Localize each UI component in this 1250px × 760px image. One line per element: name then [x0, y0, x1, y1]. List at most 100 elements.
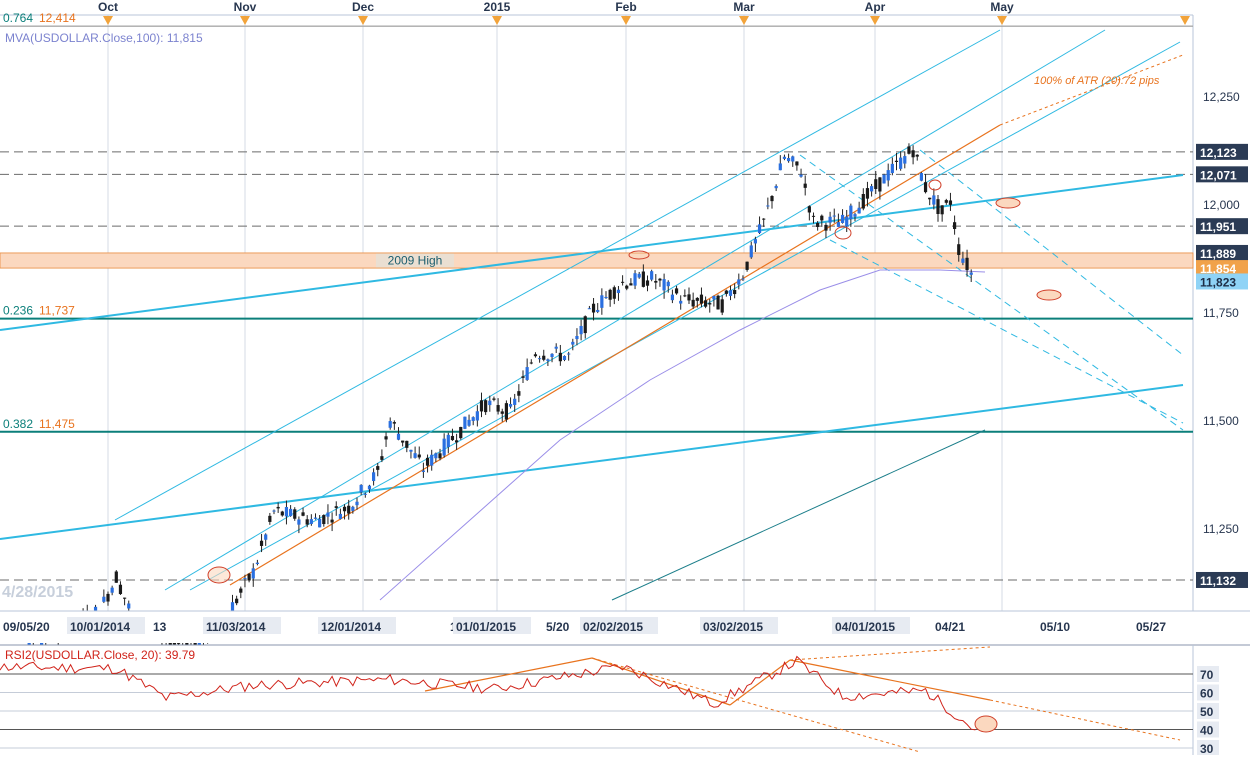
zone-2009-label-bg [376, 253, 454, 268]
candle-body [774, 185, 778, 189]
candle-body [936, 199, 940, 214]
rsi-label: RSI2(USDOLLAR.Close, 20): 39.79 [5, 648, 195, 662]
rsi-tick-bg [1197, 740, 1219, 756]
fib-ratio-label: 0.236 [3, 304, 33, 318]
candle-body [741, 278, 745, 280]
candle-body [704, 300, 708, 307]
month-label: 2015 [484, 0, 511, 14]
candle-body [579, 325, 583, 335]
candle-body [110, 587, 114, 593]
candle-body [396, 433, 401, 440]
candle-body [230, 602, 235, 613]
candle-body [861, 194, 865, 209]
candle-body [484, 400, 488, 413]
month-label: Oct [98, 0, 118, 14]
date-label-bg [318, 617, 396, 634]
candle-body [666, 281, 670, 287]
candle-body [961, 258, 965, 263]
candle-body [695, 297, 699, 301]
candle-body [525, 367, 529, 380]
rsi-tick-labels: 70 60 50 40 30 [1197, 666, 1219, 756]
candle-body [496, 405, 500, 412]
candle-body [305, 519, 309, 525]
candle-body [654, 280, 658, 283]
date-watermark: 4/28/2015 [2, 584, 73, 601]
candle-body [828, 216, 832, 223]
price-badge [1196, 571, 1248, 588]
candle-body [405, 440, 409, 448]
month-marker-icon [103, 16, 113, 25]
candle-body [687, 294, 691, 301]
candle-body [641, 271, 645, 287]
fib-ratio-label: 0.764 [3, 11, 33, 25]
month-marker-icon [997, 16, 1007, 25]
candle-body [455, 440, 459, 443]
candle-body [633, 273, 637, 286]
date-label: 04/01/2015 [835, 620, 895, 634]
candle-body [338, 513, 342, 519]
month-axis: Oct Nov Dec 2015 Feb Mar Apr May [0, 0, 1193, 25]
marker-march [834, 226, 852, 240]
candle-body [471, 417, 475, 421]
candle-body [504, 403, 508, 420]
candle-body [367, 485, 372, 490]
candle-body [890, 163, 894, 174]
candle-body [243, 578, 247, 580]
candle-body [691, 299, 695, 307]
trend-long-1 [0, 174, 1184, 331]
candle-body [944, 200, 948, 203]
candle-body [351, 506, 355, 511]
candle-body [425, 457, 430, 466]
candle-body [359, 484, 363, 493]
candle-body [500, 411, 504, 414]
candle-body [699, 294, 704, 304]
candle-body [953, 222, 957, 229]
candle-body [928, 197, 932, 200]
long-ma [611, 429, 986, 601]
candle-body [882, 174, 886, 184]
date-label: 04/21 [935, 620, 965, 634]
candle-body [301, 512, 305, 516]
candle-body [903, 156, 907, 164]
candle-body [293, 509, 297, 519]
candle-body [637, 273, 641, 278]
candle-body [467, 419, 471, 426]
candle-body [442, 438, 446, 456]
candle-body [251, 568, 255, 579]
month-label: May [990, 0, 1014, 14]
candle-body [616, 289, 621, 294]
month-marker-icon [1180, 16, 1190, 25]
date-label-bg [453, 617, 531, 634]
candle-body [807, 206, 811, 213]
candle-body [650, 271, 654, 280]
price-axis [1193, 15, 1250, 611]
month-marker-icon [492, 16, 502, 25]
candle-body [280, 511, 284, 516]
candle-body [567, 353, 571, 355]
candle-body [957, 244, 961, 255]
price-badge [1196, 166, 1248, 183]
rsi-trend-low [591, 657, 921, 753]
rsi-trend-4-ext [989, 699, 1181, 741]
candle-body [558, 352, 562, 362]
date-label-bg [203, 617, 281, 634]
candle-body [604, 296, 608, 299]
candle-body [114, 571, 118, 583]
rsi-tick-label: 70 [1200, 668, 1214, 682]
candle-body [762, 218, 766, 220]
price-badge [1196, 244, 1248, 261]
zone-2009-label: 2009 High [388, 254, 443, 268]
down-channel-2 [919, 149, 1184, 356]
candle-body [645, 280, 650, 286]
month-label: Nov [234, 0, 257, 14]
rsi-trend-3 [729, 659, 791, 706]
candle-body [770, 195, 774, 202]
fib-price-label: 11,737 [39, 304, 75, 318]
channel-upper [114, 29, 1001, 521]
date-label-bg [700, 617, 778, 634]
candle-body [923, 182, 928, 193]
candle-body [289, 508, 293, 517]
candle-body [608, 289, 612, 300]
candle-body [575, 336, 579, 340]
